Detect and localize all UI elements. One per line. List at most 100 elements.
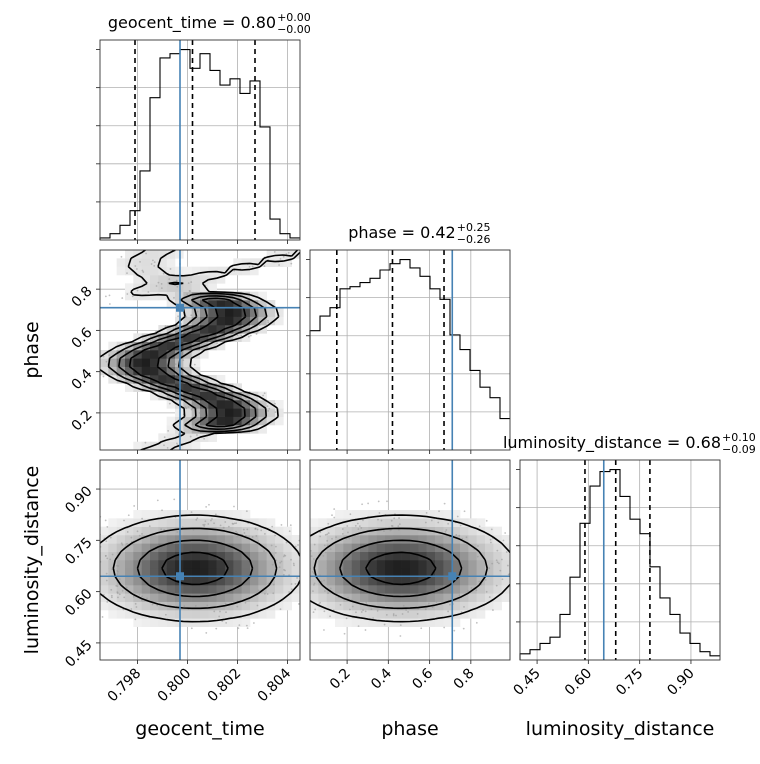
- density-cell: [216, 535, 226, 544]
- density-cell: [385, 518, 394, 527]
- sample-point: [123, 519, 125, 522]
- density-cell: [310, 560, 319, 569]
- sample-point: [424, 521, 427, 524]
- density-cell: [208, 585, 217, 594]
- density-cell: [460, 593, 469, 602]
- sample-point: [274, 402, 276, 405]
- sample-point: [117, 565, 120, 567]
- density-cell: [401, 576, 411, 586]
- sample-point: [345, 617, 348, 620]
- panel-title-uncertainty: +0.10−0.09: [722, 431, 756, 456]
- density-cell: [141, 601, 151, 611]
- density-cell: [310, 601, 319, 611]
- sample-point: [266, 593, 269, 595]
- panel-title: phase = 0.42: [348, 223, 455, 242]
- density-cell: [150, 510, 159, 519]
- density-cell: [501, 576, 510, 586]
- sample-point: [294, 582, 297, 585]
- density-cell: [401, 601, 411, 611]
- density-cell: [216, 560, 226, 569]
- sample-point: [168, 402, 171, 405]
- sample-point: [156, 499, 159, 502]
- density-cell: [183, 308, 192, 317]
- sample-point: [182, 359, 185, 362]
- sample-point: [460, 611, 463, 613]
- sample-point: [104, 295, 107, 298]
- density-cell: [150, 610, 159, 619]
- sample-point: [263, 265, 266, 267]
- density-cell: [150, 366, 159, 376]
- density-cell: [258, 601, 267, 611]
- density-cell: [166, 433, 176, 442]
- density-cell: [166, 518, 176, 527]
- density-cell: [200, 316, 209, 326]
- sample-point: [476, 555, 479, 558]
- density-cell: [233, 510, 242, 519]
- density-cell: [476, 593, 486, 602]
- density-cell: [376, 593, 386, 602]
- density-cell: [141, 350, 151, 359]
- sample-point: [278, 264, 280, 266]
- sample-point: [133, 505, 136, 507]
- density-cell: [241, 535, 251, 544]
- density-cell: [435, 551, 444, 561]
- x-tick-label: 0.802: [205, 666, 245, 706]
- density-cell: [116, 526, 126, 536]
- sample-point: [357, 528, 360, 530]
- density-cell: [343, 568, 352, 577]
- density-cell: [100, 551, 109, 561]
- sample-point: [116, 569, 119, 572]
- sample-point: [326, 533, 329, 536]
- sample-point: [118, 578, 121, 580]
- density-cell: [460, 560, 469, 569]
- density-cell: [310, 576, 319, 586]
- density-cell: [401, 535, 411, 544]
- density-cell: [141, 383, 151, 392]
- density-cell: [216, 308, 226, 317]
- density-cell: [125, 518, 134, 527]
- sample-point: [108, 303, 111, 305]
- sample-point: [151, 259, 154, 262]
- density-cell: [158, 510, 167, 519]
- density-cell: [191, 568, 201, 577]
- density-cell: [493, 585, 502, 594]
- density-cell: [401, 593, 411, 602]
- sample-point: [319, 531, 322, 534]
- density-cell: [225, 325, 234, 334]
- density-cell: [166, 560, 176, 569]
- density-cell: [183, 585, 192, 594]
- density-cell: [258, 291, 267, 301]
- density-cell: [335, 518, 344, 527]
- x-tick-label: 0.45: [511, 666, 544, 699]
- density-cell: [166, 576, 176, 586]
- sample-point: [138, 593, 141, 596]
- sample-point: [246, 627, 249, 630]
- sample-point: [324, 590, 326, 592]
- sample-point: [263, 592, 266, 595]
- sample-point: [243, 532, 246, 534]
- density-cell: [485, 585, 494, 594]
- sample-point: [329, 587, 332, 590]
- density-cell: [125, 283, 134, 292]
- density-cell: [435, 593, 444, 602]
- sample-point: [495, 584, 498, 587]
- sample-point: [132, 595, 135, 598]
- sample-point: [136, 289, 139, 292]
- density-cell: [368, 560, 377, 569]
- sample-point: [176, 531, 179, 533]
- sample-point: [157, 281, 160, 284]
- density-cell: [208, 510, 217, 519]
- sample-point: [447, 610, 449, 613]
- sample-point: [478, 525, 481, 528]
- density-cell: [401, 585, 411, 594]
- density-cell: [125, 601, 134, 611]
- density-cell: [443, 510, 452, 519]
- sample-point: [361, 503, 364, 506]
- density-cell: [460, 576, 469, 586]
- density-cell: [258, 551, 267, 561]
- x-tick-label: 0.798: [105, 666, 145, 706]
- sample-point: [255, 333, 258, 335]
- sample-point: [490, 541, 492, 544]
- sample-point: [444, 530, 447, 533]
- density-cell: [418, 510, 427, 519]
